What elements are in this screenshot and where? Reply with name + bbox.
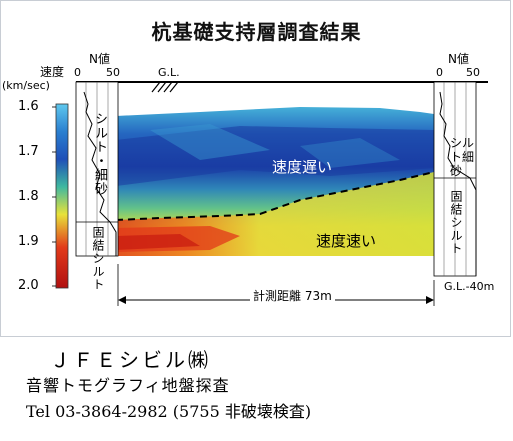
- right-log-tick-max: 50: [466, 66, 480, 79]
- velocity-tick: 1.6: [18, 99, 39, 114]
- velocity-tick: 1.8: [18, 189, 39, 204]
- right-log-tick-min: 0: [436, 66, 443, 79]
- tomography-section: [115, 107, 435, 256]
- contact-phone: Tel 03-3864-2982 (5755 非破壊検査): [26, 402, 312, 421]
- tomography-diagram: [52, 81, 488, 306]
- left-log-tick-max: 50: [106, 66, 120, 79]
- zone-label-slow: 速度遅い: [272, 158, 333, 176]
- layer-boundary-line: [115, 171, 435, 221]
- velocity-axis-unit: (km/sec): [2, 79, 50, 92]
- right-log-layer-upper: シルト細砂: [450, 136, 475, 178]
- velocity-tick: 1.7: [18, 144, 39, 159]
- service-name: 音響トモグラフィ地盤探査: [26, 376, 230, 395]
- company-name: ＪＦＥシビル㈱: [50, 348, 211, 372]
- right-log-layer-lower: 固結シルト: [449, 190, 463, 255]
- distance-label: 計測距離 73m: [250, 287, 335, 304]
- velocity-color-scale: [55, 103, 69, 289]
- left-log-tick-min: 0: [74, 66, 81, 79]
- left-log-layer-lower: 固結シルト: [91, 226, 105, 291]
- diagram-title: 杭基礎支持層調査結果: [151, 20, 362, 44]
- right-log-depth-label: G.L.-40m: [444, 280, 495, 293]
- velocity-tick: 2.0: [18, 278, 39, 293]
- ground-label: G.L.: [158, 66, 180, 79]
- right-log-header: N値: [448, 52, 469, 66]
- left-log-layer-upper: シルト・細砂: [92, 112, 107, 196]
- left-borehole-log: [75, 81, 119, 257]
- ground-hatch: [151, 81, 179, 93]
- velocity-tick: 1.9: [18, 234, 39, 249]
- zone-label-fast: 速度速い: [316, 232, 377, 250]
- right-borehole-log: [433, 81, 477, 277]
- velocity-scale-ticks: [52, 106, 56, 287]
- left-log-header: N値: [89, 52, 110, 66]
- velocity-axis-label: 速度: [40, 65, 65, 79]
